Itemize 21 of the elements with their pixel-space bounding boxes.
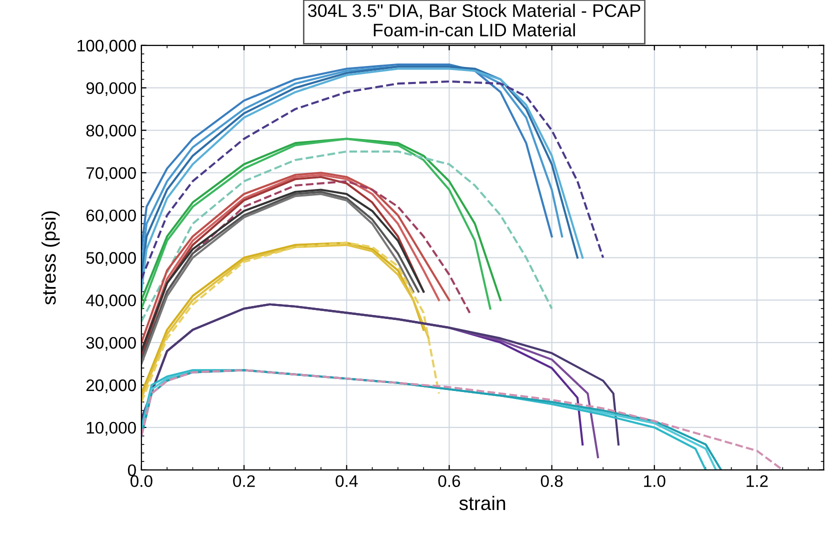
x-tick-label: 0.6	[438, 475, 460, 488]
y-tick-label: 80,000	[86, 124, 136, 138]
y-tick-label: 0	[128, 464, 136, 476]
x-tick-label: 1.2	[746, 475, 768, 487]
x-tick-label: 0.4	[336, 475, 358, 488]
y-axis-title: stress (psi)	[42, 211, 60, 305]
x-tick-label: 1.0	[644, 475, 666, 488]
x-axis-title: strain	[459, 496, 506, 510]
chart-title: 304L 3.5" DIA, Bar Stock Material - PCAP Foam-in-can LID Material	[308, 4, 640, 36]
y-tick-label: 40,000	[86, 294, 136, 308]
y-tick-label: 100,000	[78, 40, 136, 54]
y-tick-label: 30,000	[86, 336, 136, 351]
y-tick-label: 50,000	[86, 252, 136, 266]
y-tick-label: 60,000	[86, 210, 136, 224]
x-tick-label: 0.8	[540, 475, 563, 488]
y-tick-label: 90,000	[86, 82, 136, 96]
x-tick-label: 0.0	[130, 475, 152, 488]
x-tick-label: 0.2	[233, 475, 255, 488]
y-tick-label: 10,000	[86, 422, 136, 436]
y-tick-label: 20,000	[86, 379, 136, 394]
y-tick-label: 70,000	[86, 167, 136, 181]
